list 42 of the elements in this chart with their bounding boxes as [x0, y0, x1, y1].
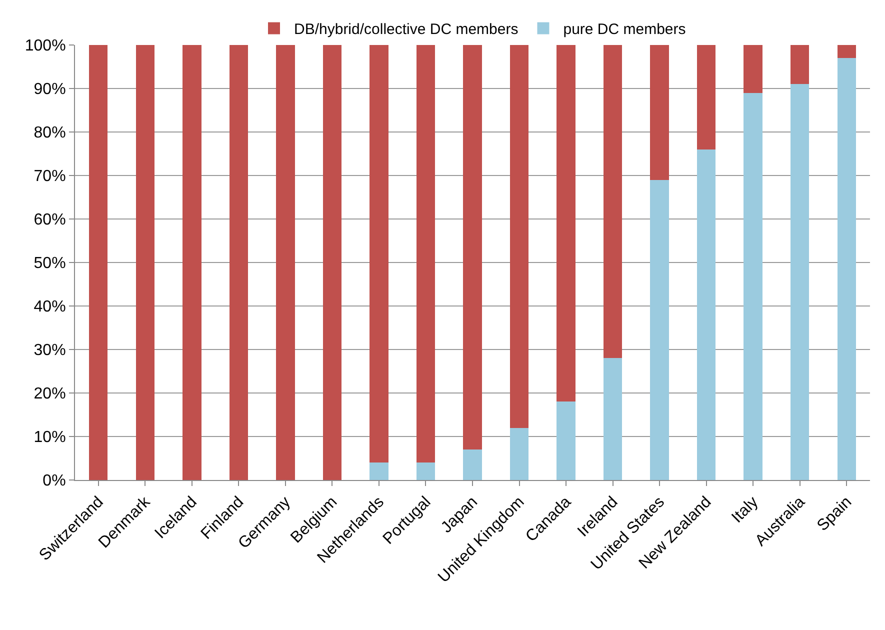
bar: [556, 45, 576, 402]
x-tick-label: Italy: [728, 494, 762, 526]
bar: [837, 45, 856, 58]
y-tick-label: 30%: [34, 342, 66, 360]
legend-label: pure DC members: [563, 21, 686, 38]
bar: [744, 45, 762, 93]
y-tick-label: 90%: [34, 81, 66, 98]
bar: [696, 149, 716, 480]
y-tick-label: 10%: [34, 429, 66, 446]
bar: [603, 358, 622, 480]
bar: [837, 58, 856, 480]
bar: [89, 45, 108, 480]
bar: [416, 462, 436, 480]
legend-label: DB/hybrid/collective DC members: [294, 21, 518, 38]
bar: [276, 45, 295, 480]
bar: [790, 45, 810, 84]
bar: [463, 45, 482, 450]
y-tick-label: 100%: [24, 38, 66, 55]
bar: [370, 45, 388, 463]
bar: [790, 84, 810, 480]
y-tick-label: 20%: [34, 386, 66, 403]
bar: [603, 45, 622, 358]
y-tick-label: 0%: [42, 472, 66, 490]
bar: [696, 45, 716, 150]
bar: [416, 45, 436, 463]
bar: [136, 45, 154, 480]
bar: [229, 45, 248, 480]
bar: [650, 45, 669, 180]
y-tick-label: 40%: [34, 298, 66, 316]
bar: [182, 45, 202, 480]
bar: [463, 450, 482, 480]
y-tick-label: 80%: [34, 124, 66, 142]
bar: [744, 92, 762, 480]
bar: [510, 45, 529, 428]
bar: [322, 45, 342, 480]
bar: [510, 428, 529, 480]
bar: [650, 180, 669, 480]
bar: [556, 402, 576, 480]
bar: [370, 462, 388, 480]
y-tick-label: 70%: [34, 168, 66, 186]
y-tick-label: 50%: [34, 255, 66, 272]
y-tick-label: 60%: [34, 212, 66, 229]
